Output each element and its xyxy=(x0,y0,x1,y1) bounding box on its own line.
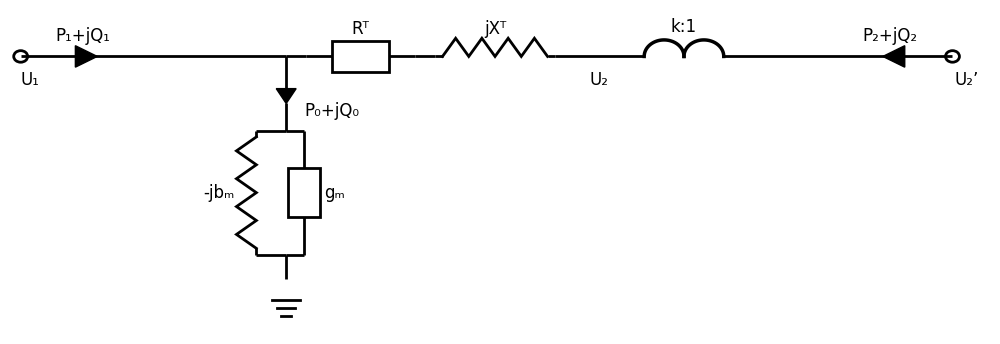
Text: P₁+jQ₁: P₁+jQ₁ xyxy=(55,27,110,45)
Polygon shape xyxy=(75,46,97,67)
Text: Rᵀ: Rᵀ xyxy=(352,20,370,38)
Text: U₂’: U₂’ xyxy=(954,71,979,89)
Text: P₂+jQ₂: P₂+jQ₂ xyxy=(863,27,918,45)
Text: jXᵀ: jXᵀ xyxy=(484,20,506,38)
Text: U₂: U₂ xyxy=(590,71,609,89)
Polygon shape xyxy=(276,89,296,104)
Text: k:1: k:1 xyxy=(671,18,697,36)
Text: U₁: U₁ xyxy=(21,71,40,89)
Text: P₀+jQ₀: P₀+jQ₀ xyxy=(304,102,359,120)
Bar xyxy=(332,41,389,72)
Polygon shape xyxy=(883,46,905,67)
Text: gₘ: gₘ xyxy=(324,184,345,202)
Bar xyxy=(288,168,320,217)
Text: -jbₘ: -jbₘ xyxy=(203,184,234,202)
